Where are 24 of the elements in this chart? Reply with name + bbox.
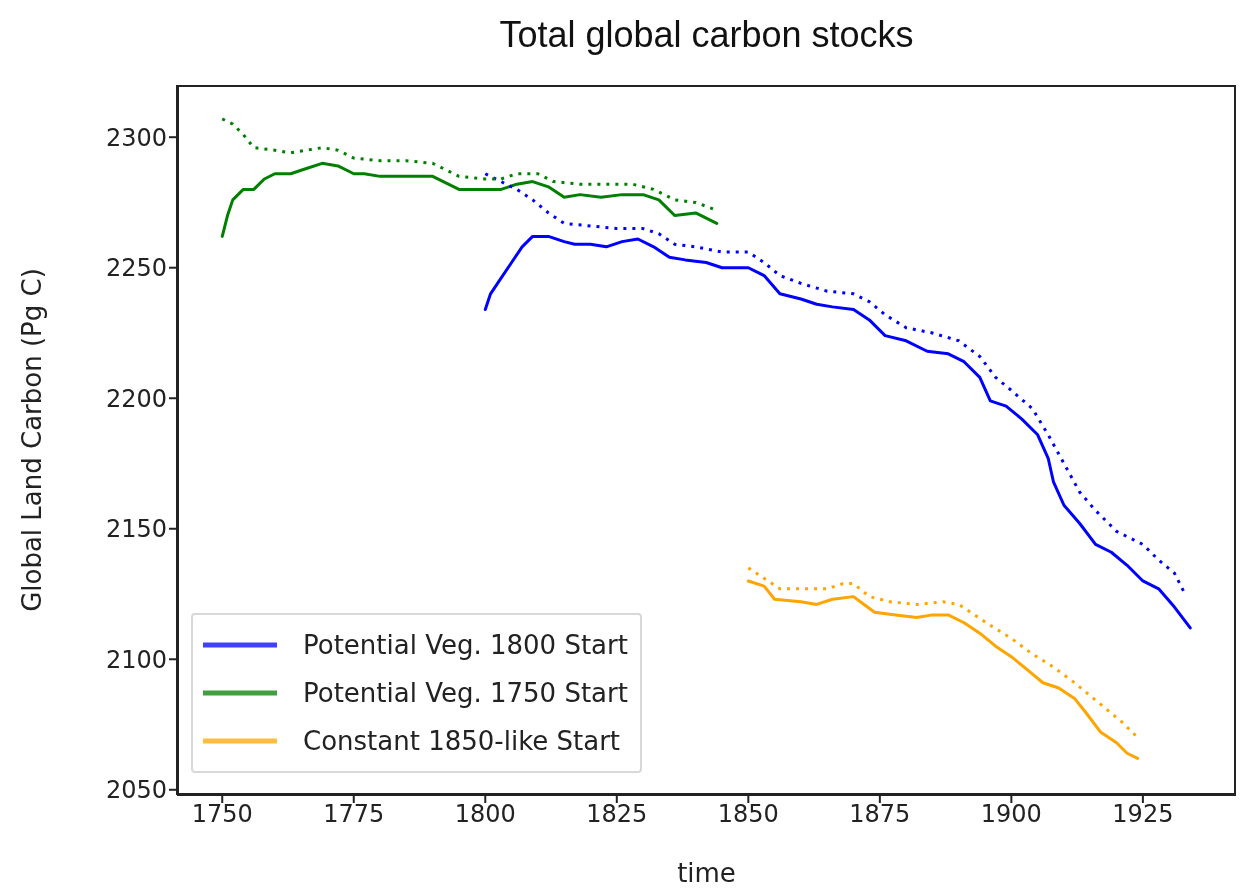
line-series — [483, 234, 1192, 630]
y-tick-label: 2150 — [105, 515, 167, 544]
legend-label: Potential Veg. 1750 Start — [303, 678, 628, 708]
legend-label: Potential Veg. 1800 Start — [303, 630, 628, 660]
line-series — [746, 579, 1140, 760]
x-axis-title: time — [677, 858, 736, 888]
line-series — [220, 161, 719, 238]
chart-title: Total global carbon stocks — [498, 14, 915, 56]
line-series — [746, 566, 1140, 740]
x-tick-label: 1775 — [323, 800, 385, 829]
y-tick-label: 2300 — [105, 123, 167, 152]
legend-label: Constant 1850-like Start — [303, 726, 621, 756]
x-tick-label: 1800 — [454, 800, 516, 829]
y-tick-label: 2050 — [105, 776, 167, 805]
x-tick-label: 1875 — [849, 800, 911, 829]
x-tick-label: 1925 — [1112, 800, 1174, 829]
x-tick-label: 1900 — [980, 800, 1042, 829]
x-tick-label: 1750 — [191, 800, 253, 829]
x-tick-label: 1850 — [717, 800, 779, 829]
x-tick-label: 1825 — [586, 800, 648, 829]
y-axis-title: Global Land Carbon (Pg C) — [17, 268, 48, 612]
y-tick-label: 2200 — [105, 384, 167, 413]
y-tick-label: 2100 — [105, 645, 167, 674]
y-tick-label: 2250 — [105, 254, 167, 283]
